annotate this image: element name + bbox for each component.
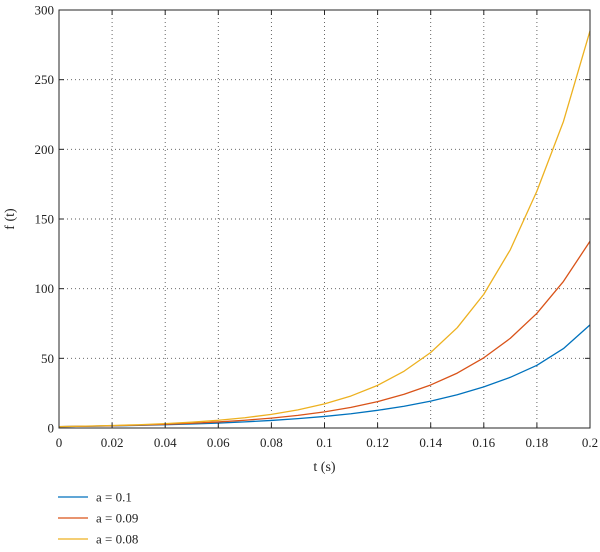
series-lines [58,30,591,428]
x-tick-label: 0.02 [101,435,124,450]
legend-label: a = 0.09 [96,511,138,526]
x-tick-label: 0.18 [526,435,549,450]
y-axis-title: f (t) [3,208,18,230]
legend-label: a = 0.1 [96,490,132,505]
y-tick-label: 200 [35,142,55,157]
y-tick-label: 300 [35,3,55,18]
x-axis-title: t (s) [313,460,336,475]
y-tick-label: 0 [48,421,55,436]
x-tick-label: 0 [56,435,63,450]
x-tick-label: 0.16 [472,435,495,450]
x-tick-label: 0.06 [207,435,230,450]
y-tick-label: 50 [41,351,54,366]
y-tick-label: 100 [35,281,55,296]
x-tick-label: 0.2 [582,435,598,450]
series-line [58,30,591,428]
x-tick-label: 0.12 [366,435,389,450]
x-tick-label: 0.04 [154,435,177,450]
legend-label: a = 0.08 [96,532,138,547]
x-tick-label: 0.08 [260,435,283,450]
y-tick-label: 150 [35,212,55,227]
legend: a = 0.1 a = 0.09 a = 0.08 [58,490,138,547]
x-tick-label: 0.14 [419,435,442,450]
axis-ticks: 0 0.02 0.04 0.06 0.08 0.1 0.12 0.14 0.16 0.18 0.2 0… [35,3,599,451]
y-tick-label: 250 [35,72,55,87]
x-tick-label: 0.1 [316,435,332,450]
